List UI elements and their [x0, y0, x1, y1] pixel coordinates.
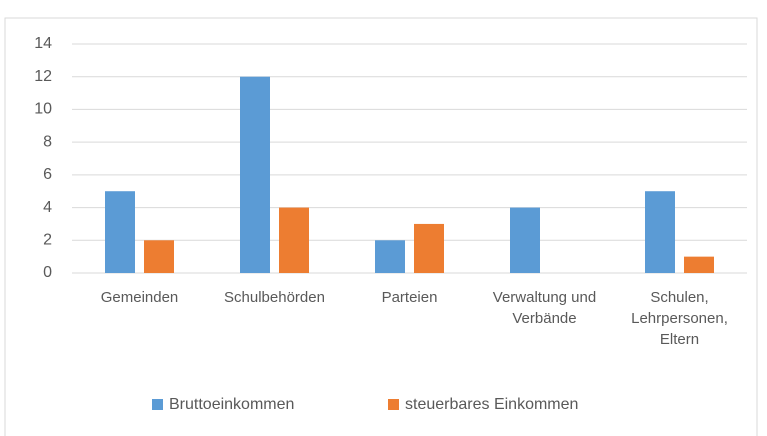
legend-label: Bruttoeinkommen	[169, 396, 294, 413]
x-tick-label: Parteien	[381, 289, 438, 306]
bar	[279, 207, 309, 273]
x-tick-label: Gemeinden	[100, 289, 179, 306]
y-tick-label: 2	[43, 232, 52, 249]
bar	[645, 191, 675, 273]
bar	[105, 191, 135, 273]
y-tick-label: 14	[34, 35, 52, 52]
bar	[375, 240, 405, 273]
x-tick-label: Schulbehörden	[224, 289, 325, 306]
y-tick-label: 0	[43, 264, 52, 281]
legend-swatch	[388, 399, 399, 410]
y-tick-label: 12	[34, 68, 52, 85]
x-tick-label: Schulen, Lehrpersonen, Eltern	[631, 289, 728, 348]
y-tick-label: 6	[43, 166, 52, 183]
bar	[510, 207, 540, 273]
legend-swatch	[152, 399, 163, 410]
y-tick-label: 8	[43, 133, 52, 150]
y-tick-label: 4	[43, 199, 52, 216]
x-tick-label: Verwaltung und Verbände	[492, 289, 597, 327]
legend-label: steuerbares Einkommen	[405, 396, 578, 413]
bar	[240, 76, 270, 273]
bar	[414, 223, 444, 273]
bar	[684, 256, 714, 273]
bar	[144, 240, 174, 273]
y-tick-label: 10	[34, 101, 52, 118]
chart-border	[4, 17, 758, 436]
